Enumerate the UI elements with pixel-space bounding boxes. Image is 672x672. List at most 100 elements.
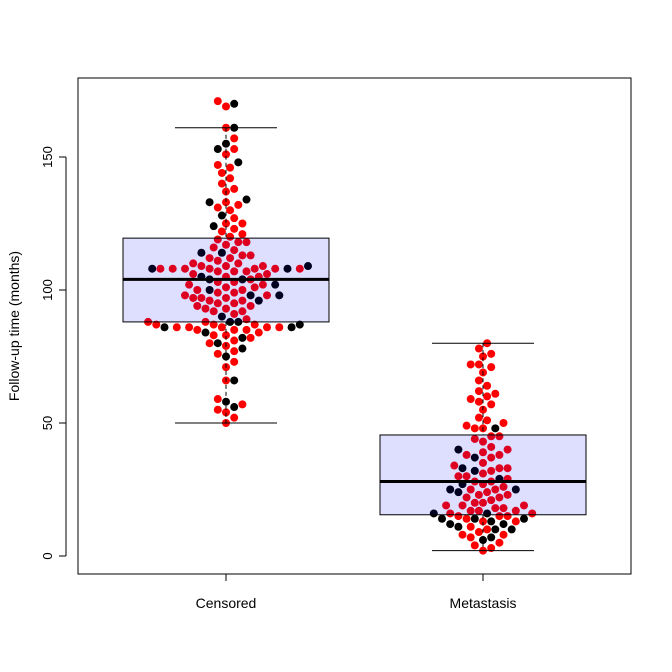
data-point bbox=[222, 219, 230, 228]
data-point bbox=[287, 323, 296, 332]
data-point bbox=[230, 413, 239, 422]
data-point bbox=[222, 331, 230, 340]
data-point bbox=[230, 336, 239, 345]
data-point bbox=[193, 325, 202, 334]
data-point bbox=[230, 224, 239, 233]
data-point bbox=[454, 472, 463, 481]
data-point bbox=[226, 174, 235, 183]
data-point bbox=[479, 517, 487, 526]
data-point bbox=[234, 238, 243, 247]
data-point bbox=[479, 437, 487, 446]
data-point bbox=[238, 344, 247, 353]
data-point bbox=[503, 490, 512, 499]
x-tick-label: Metastasis bbox=[450, 595, 517, 611]
data-point bbox=[213, 97, 222, 106]
data-point bbox=[487, 442, 496, 451]
data-point bbox=[495, 464, 504, 473]
data-point bbox=[181, 264, 189, 273]
data-point bbox=[226, 163, 235, 172]
data-point bbox=[520, 501, 528, 510]
data-point bbox=[230, 403, 239, 412]
data-point bbox=[189, 270, 198, 279]
data-point bbox=[226, 232, 235, 241]
data-point bbox=[230, 267, 239, 276]
data-point bbox=[429, 509, 438, 518]
data-point bbox=[238, 286, 247, 294]
data-point bbox=[238, 333, 247, 342]
data-point bbox=[246, 301, 255, 310]
data-point bbox=[222, 304, 230, 313]
data-point bbox=[230, 325, 239, 334]
x-axis: Censored Metastasis bbox=[196, 574, 517, 611]
data-point bbox=[222, 283, 230, 292]
data-point bbox=[230, 214, 239, 223]
data-point bbox=[466, 533, 475, 542]
data-point bbox=[201, 304, 210, 313]
data-point bbox=[295, 320, 304, 329]
data-point bbox=[454, 445, 463, 454]
data-point bbox=[483, 488, 492, 497]
data-point bbox=[271, 280, 280, 289]
data-point bbox=[222, 408, 230, 417]
data-point bbox=[230, 376, 239, 385]
data-point bbox=[254, 328, 263, 337]
data-point bbox=[466, 522, 475, 531]
data-point bbox=[304, 262, 312, 271]
y-tick-label: 0 bbox=[40, 552, 55, 559]
data-point bbox=[238, 307, 247, 316]
data-point bbox=[217, 168, 226, 177]
data-point bbox=[462, 450, 471, 459]
data-point bbox=[205, 339, 214, 348]
data-point bbox=[148, 264, 157, 273]
data-point bbox=[446, 509, 455, 518]
data-point bbox=[250, 283, 259, 292]
data-point bbox=[222, 240, 230, 249]
data-point bbox=[246, 291, 255, 300]
data-point bbox=[483, 416, 492, 425]
data-point bbox=[213, 405, 222, 414]
data-point bbox=[466, 485, 475, 494]
data-point bbox=[454, 512, 463, 521]
data-point bbox=[193, 286, 202, 294]
data-point bbox=[213, 145, 222, 154]
data-point bbox=[250, 264, 259, 273]
data-point bbox=[238, 251, 247, 260]
data-point bbox=[189, 259, 198, 268]
data-point bbox=[238, 230, 247, 239]
data-point bbox=[474, 490, 483, 499]
data-point bbox=[495, 512, 504, 521]
data-point bbox=[295, 264, 304, 273]
data-point bbox=[442, 501, 451, 510]
data-point bbox=[454, 522, 463, 531]
box bbox=[379, 434, 587, 516]
data-point bbox=[462, 493, 471, 502]
data-point bbox=[479, 469, 487, 478]
data-point bbox=[258, 262, 267, 271]
data-point bbox=[230, 184, 239, 193]
data-point bbox=[213, 235, 222, 244]
data-point bbox=[222, 150, 230, 159]
data-point bbox=[491, 389, 500, 398]
data-point bbox=[209, 331, 218, 340]
data-point bbox=[201, 328, 210, 337]
data-point bbox=[160, 323, 169, 332]
data-point bbox=[217, 248, 226, 257]
data-point bbox=[238, 219, 247, 228]
data-point bbox=[217, 227, 226, 236]
data-point bbox=[246, 251, 255, 260]
data-point bbox=[474, 397, 483, 406]
data-point bbox=[230, 288, 239, 297]
data-point bbox=[230, 134, 239, 143]
data-point bbox=[275, 323, 284, 332]
data-point bbox=[499, 530, 508, 539]
data-point bbox=[487, 432, 496, 441]
data-point bbox=[491, 525, 500, 534]
data-point bbox=[271, 264, 280, 273]
data-point bbox=[238, 400, 247, 409]
data-point bbox=[242, 267, 251, 276]
data-point bbox=[254, 296, 263, 305]
data-point bbox=[263, 270, 271, 279]
data-point bbox=[156, 264, 165, 273]
data-point bbox=[226, 254, 235, 263]
data-point bbox=[230, 299, 239, 308]
